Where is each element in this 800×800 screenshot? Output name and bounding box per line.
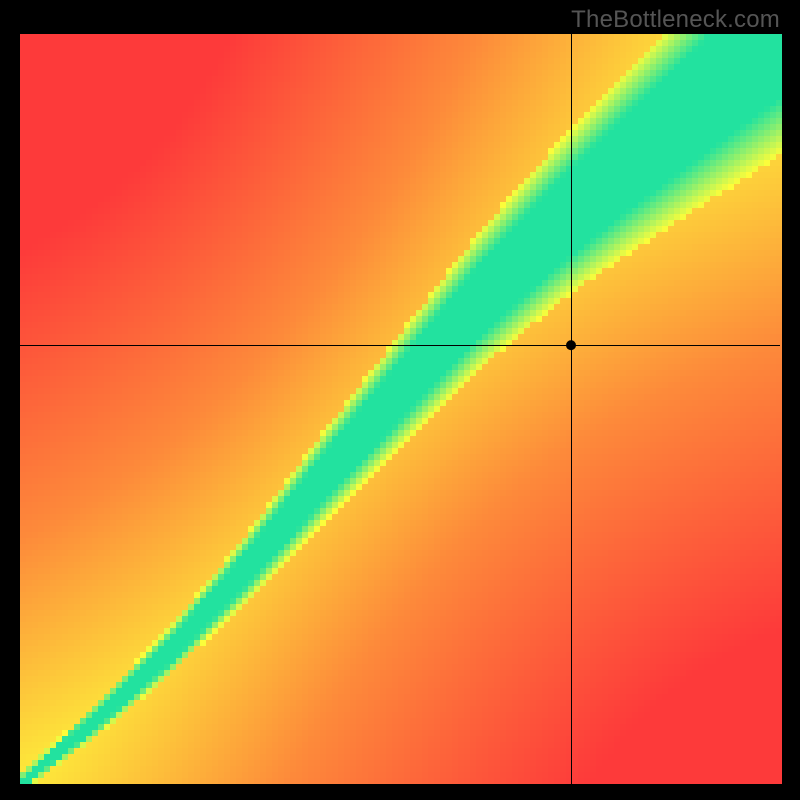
watermark-text: TheBottleneck.com	[571, 6, 780, 34]
bottleneck-heatmap	[0, 0, 800, 800]
chart-container: TheBottleneck.com	[0, 0, 800, 800]
